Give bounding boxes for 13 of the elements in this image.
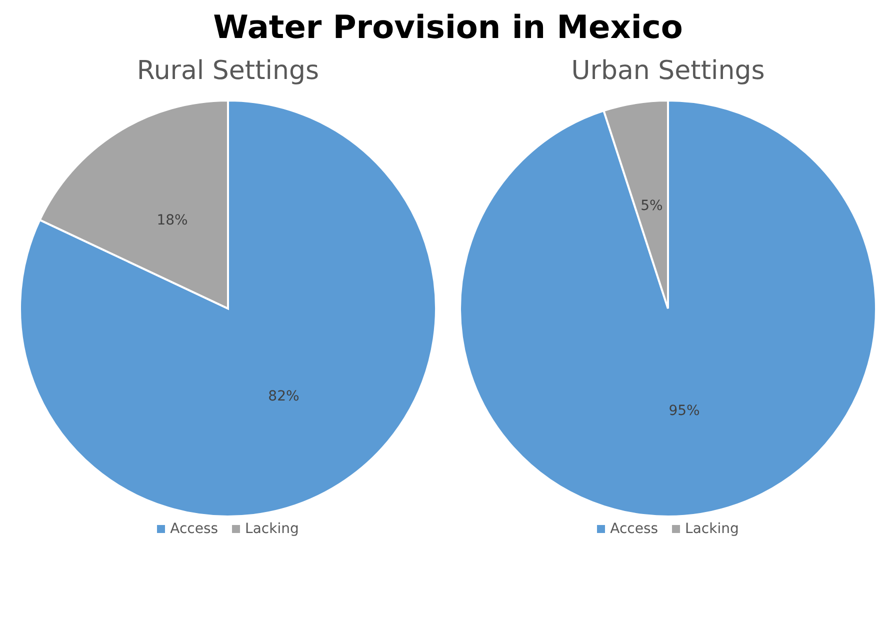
chart-subtitle: Rural Settings xyxy=(136,56,320,88)
data-label: 82% xyxy=(268,388,300,404)
data-label: 18% xyxy=(156,212,188,229)
legend-label: Lacking xyxy=(684,521,739,537)
chart-subtitle: Urban Settings xyxy=(571,56,765,88)
legend-label: Access xyxy=(609,521,658,537)
data-label: 5% xyxy=(640,198,663,214)
legend-label: Access xyxy=(169,521,218,537)
chart-title: Water Provision in Mexico xyxy=(212,8,684,48)
pie-slice xyxy=(19,100,437,518)
legend-label: Lacking xyxy=(244,521,299,537)
pie-slice xyxy=(459,100,877,518)
data-label: 95% xyxy=(668,403,700,420)
